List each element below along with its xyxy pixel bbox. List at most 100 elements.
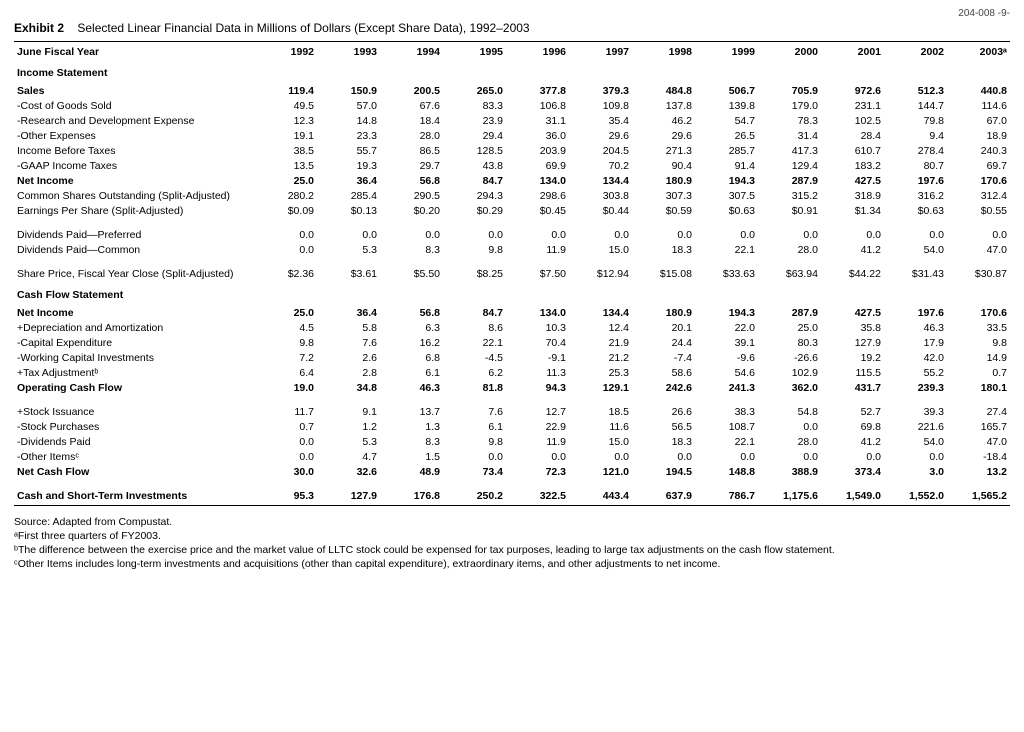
cell-value: 95.3 — [254, 488, 317, 503]
cell-value: 55.2 — [884, 365, 947, 380]
cell-value: 303.8 — [569, 188, 632, 203]
cell-value: 322.5 — [506, 488, 569, 503]
cell-value: 8.3 — [380, 434, 443, 449]
cell-value: 2.8 — [317, 365, 380, 380]
section-heading: Income Statement — [14, 59, 1010, 83]
cell-value: 23.3 — [317, 128, 380, 143]
cell-value: 241.3 — [695, 380, 758, 395]
cell-value: 72.3 — [506, 464, 569, 479]
cell-value: 3.0 — [884, 464, 947, 479]
cell-value: 41.2 — [821, 242, 884, 257]
cell-value: 5.3 — [317, 434, 380, 449]
row-label: -Other Itemsᶜ — [14, 449, 254, 464]
cell-value: 127.9 — [821, 335, 884, 350]
cell-value: 121.0 — [569, 464, 632, 479]
cell-value: 22.1 — [695, 242, 758, 257]
cell-value: 285.4 — [317, 188, 380, 203]
cell-value: 1,552.0 — [884, 488, 947, 503]
cell-value: 180.9 — [632, 173, 695, 188]
cell-value: 1.5 — [380, 449, 443, 464]
year-col: 2003ᵃ — [947, 44, 1010, 59]
cell-value: $0.63 — [695, 203, 758, 218]
table-row: Net Income25.036.456.884.7134.0134.4180.… — [14, 305, 1010, 320]
cell-value: 56.8 — [380, 173, 443, 188]
cell-value: 18.3 — [632, 434, 695, 449]
cell-value: 144.7 — [884, 98, 947, 113]
cell-value: 67.6 — [380, 98, 443, 113]
cell-value: 34.8 — [317, 380, 380, 395]
cell-value: 377.8 — [506, 83, 569, 98]
cell-value: 0.0 — [947, 227, 1010, 242]
cell-value: 69.7 — [947, 158, 1010, 173]
cell-value: 31.4 — [758, 128, 821, 143]
cell-value: 38.3 — [695, 404, 758, 419]
cell-value: 18.9 — [947, 128, 1010, 143]
table-row: +Tax Adjustmentᵇ6.42.86.16.211.325.358.6… — [14, 365, 1010, 380]
cell-value: $30.87 — [947, 266, 1010, 281]
cell-value: 26.5 — [695, 128, 758, 143]
cell-value: 0.0 — [254, 227, 317, 242]
cell-value: 17.9 — [884, 335, 947, 350]
header-label: June Fiscal Year — [14, 44, 254, 59]
cell-value: 484.8 — [632, 83, 695, 98]
table-row: Common Shares Outstanding (Split-Adjuste… — [14, 188, 1010, 203]
cell-value: 28.0 — [758, 242, 821, 257]
cell-value: $0.29 — [443, 203, 506, 218]
cell-value: 1.2 — [317, 419, 380, 434]
cell-value: $3.61 — [317, 266, 380, 281]
cell-value: -18.4 — [947, 449, 1010, 464]
cell-value: 170.6 — [947, 173, 1010, 188]
table-row: Net Cash Flow30.032.648.973.472.3121.019… — [14, 464, 1010, 479]
cell-value: 1,565.2 — [947, 488, 1010, 503]
cell-value: 194.3 — [695, 305, 758, 320]
cell-value: 54.8 — [758, 404, 821, 419]
cell-value: 24.4 — [632, 335, 695, 350]
cell-value: 69.8 — [821, 419, 884, 434]
cell-value: 2.6 — [317, 350, 380, 365]
cell-value: 637.9 — [632, 488, 695, 503]
cell-value: 15.0 — [569, 434, 632, 449]
cell-value: 506.7 — [695, 83, 758, 98]
cell-value: 8.3 — [380, 242, 443, 257]
cell-value: 9.4 — [884, 128, 947, 143]
table-row: -Capital Expenditure9.87.616.222.170.421… — [14, 335, 1010, 350]
cell-value: $44.22 — [821, 266, 884, 281]
cell-value: 134.4 — [569, 305, 632, 320]
cell-value: 180.9 — [632, 305, 695, 320]
cell-value: 58.6 — [632, 365, 695, 380]
cell-value: 285.7 — [695, 143, 758, 158]
cell-value: 179.0 — [758, 98, 821, 113]
cell-value: 129.1 — [569, 380, 632, 395]
cell-value: 31.1 — [506, 113, 569, 128]
financial-table: June Fiscal Year 1992 1993 1994 1995 199… — [14, 44, 1010, 503]
cell-value: 42.0 — [884, 350, 947, 365]
cell-value: 9.8 — [947, 335, 1010, 350]
cell-value: 36.4 — [317, 305, 380, 320]
cell-value: 47.0 — [947, 242, 1010, 257]
cell-value: 0.7 — [254, 419, 317, 434]
bottom-rule — [14, 505, 1010, 506]
cell-value: 1,175.6 — [758, 488, 821, 503]
cell-value: 28.0 — [380, 128, 443, 143]
cell-value: $1.34 — [821, 203, 884, 218]
table-body: Income StatementSales119.4150.9200.5265.… — [14, 59, 1010, 503]
cell-value: $12.94 — [569, 266, 632, 281]
cell-value: 165.7 — [947, 419, 1010, 434]
cell-value: 194.5 — [632, 464, 695, 479]
cell-value: 204.5 — [569, 143, 632, 158]
cell-value: 11.3 — [506, 365, 569, 380]
cell-value: 203.9 — [506, 143, 569, 158]
cell-value: 0.0 — [380, 227, 443, 242]
row-label: Sales — [14, 83, 254, 98]
cell-value: 21.9 — [569, 335, 632, 350]
cell-value: 52.7 — [821, 404, 884, 419]
table-row: -Other Itemsᶜ0.04.71.50.00.00.00.00.00.0… — [14, 449, 1010, 464]
table-row: Sales119.4150.9200.5265.0377.8379.3484.8… — [14, 83, 1010, 98]
row-label: -Stock Purchases — [14, 419, 254, 434]
cell-value: 197.6 — [884, 305, 947, 320]
cell-value: 18.5 — [569, 404, 632, 419]
cell-value: 427.5 — [821, 305, 884, 320]
cell-value: 134.0 — [506, 305, 569, 320]
cell-value: 26.6 — [632, 404, 695, 419]
table-row: Cash and Short-Term Investments95.3127.9… — [14, 488, 1010, 503]
